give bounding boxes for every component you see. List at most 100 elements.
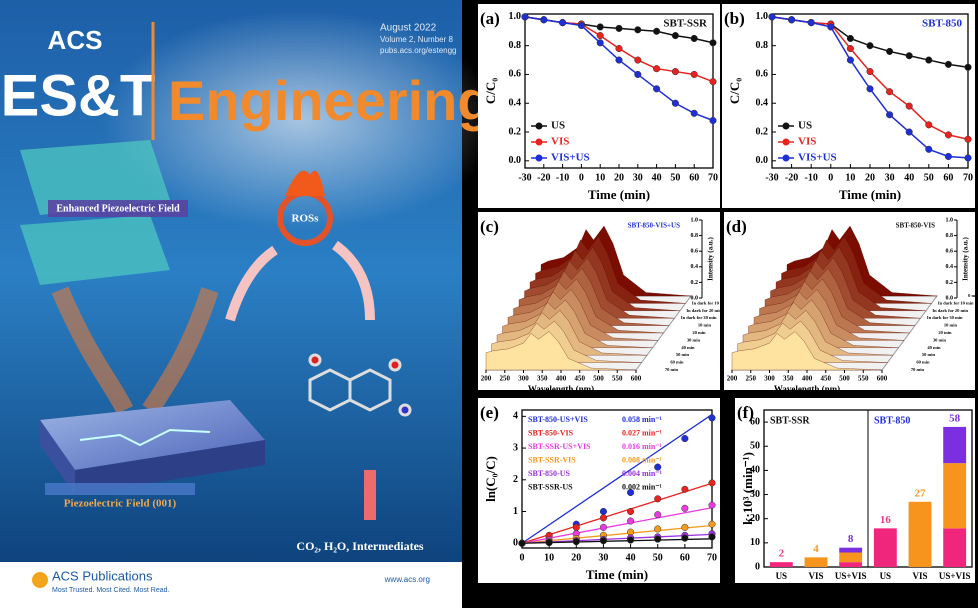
piezo-slab-top [40, 400, 265, 470]
data-point [708, 479, 716, 487]
trace-label: 70 min [665, 367, 679, 372]
fit-line [521, 507, 713, 544]
trace-label: In dark for 30 min [681, 315, 717, 320]
fit-line [521, 482, 713, 544]
data-point [627, 507, 635, 516]
trace-label: 20 min [692, 330, 706, 335]
bar-value-label: 16 [880, 514, 892, 526]
data-point [634, 26, 642, 34]
x-tick-label: -20 [785, 172, 798, 183]
legend-rate: 0.004 min⁻¹ [622, 469, 663, 478]
data-point [671, 32, 679, 40]
y-tick-label: 50 [750, 441, 760, 452]
x-tick-label: 500 [593, 375, 604, 383]
data-point [690, 109, 698, 117]
legend-rate: 0.027 min⁻¹ [622, 428, 663, 437]
data-point [627, 488, 635, 497]
x-tick-label: 70 [707, 552, 717, 563]
ros-label: ROSs [292, 213, 320, 225]
x-tick-label: 50 [653, 552, 663, 563]
x-tick-label: 20 [865, 172, 875, 183]
y-axis-label: k·10³ (min⁻¹) [740, 452, 755, 525]
trace-label: 10 min [944, 323, 958, 328]
legend-label: VIS [798, 136, 816, 148]
bar-segment [769, 562, 793, 567]
z-tick-label: 1.0 [691, 217, 699, 223]
issue-volume: Volume 2, Number 8 [380, 35, 453, 44]
legend-name: SBT-SSR-VIS [528, 455, 576, 464]
x-axis-label: Time (min) [586, 567, 648, 582]
data-point [944, 60, 952, 68]
z-tick-label: 0.8 [946, 233, 954, 239]
x-tick-label: US+VIS [835, 571, 867, 581]
data-point [708, 520, 716, 528]
data-point [925, 121, 933, 129]
fit-line [521, 538, 713, 544]
bar-segment [839, 562, 863, 567]
x-tick-label: 60 [689, 172, 699, 183]
x-tick-label: 50 [924, 172, 934, 183]
data-point [545, 539, 553, 547]
y-tick-label: 60 [750, 416, 760, 427]
data-point [886, 88, 894, 96]
x-tick-label: -30 [765, 172, 778, 183]
data-point [944, 131, 952, 139]
data-point [681, 534, 689, 542]
trace-label: 10 min [698, 323, 712, 328]
x-tick-label: 70 [708, 172, 718, 183]
legend-name: SBT-850-VIS [528, 428, 574, 437]
z-tick-label: 0.4 [946, 264, 954, 270]
data-point [866, 85, 874, 93]
issue-date: August 2022 [380, 23, 437, 34]
legend-marker [782, 154, 790, 162]
trace-label: In dark for 10 min [938, 300, 974, 305]
x-tick-label: 20 [614, 172, 624, 183]
x-tick-label: 350 [537, 375, 548, 383]
x-tick-label: 0 [520, 552, 525, 563]
y-tick-label: 0.2 [509, 126, 522, 137]
y-tick-label: 40 [750, 465, 760, 476]
data-point [653, 85, 661, 93]
z-tick-label: 0.4 [691, 264, 699, 270]
x-tick-label: -10 [805, 172, 818, 183]
bar-segment [943, 528, 967, 567]
legend-label: VIS+US [551, 152, 590, 164]
x-tick-label: US [880, 571, 892, 581]
trace-label: 30 min [687, 337, 701, 342]
data-point [846, 44, 854, 53]
x-tick-label: 60 [680, 552, 690, 563]
data-point [518, 539, 526, 547]
legend-name: SBT-850-US [528, 469, 570, 478]
x-tick-label: 300 [518, 375, 529, 383]
x-tick-label: 600 [631, 375, 642, 383]
x-tick-label: 20 [571, 552, 581, 563]
y-tick-label: 0.2 [756, 126, 769, 137]
data-point [709, 78, 717, 86]
data-point [768, 13, 776, 21]
data-point [807, 19, 815, 27]
data-point [866, 42, 874, 50]
trace-label: 0 min [968, 293, 978, 298]
y-tick-label: 0.0 [509, 155, 522, 166]
fit-line [521, 413, 713, 544]
group-label: SBT-850 [874, 415, 910, 426]
legend-marker [535, 122, 543, 130]
data-point [690, 70, 698, 78]
y-tick-label: 1.0 [509, 11, 522, 22]
bar-segment [908, 501, 932, 567]
x-tick-label: 0 [828, 172, 833, 183]
x-tick-label: 250 [746, 375, 757, 383]
panel-label: (e) [480, 403, 499, 422]
acs-text: ACS [48, 25, 103, 55]
data-point [615, 56, 623, 64]
data-point [615, 44, 623, 53]
legend-rate: 0.002 min⁻¹ [622, 482, 663, 491]
z-tick-label: 0.2 [691, 280, 699, 286]
x-tick-label: 250 [500, 375, 511, 383]
trace-label: In dark for 10 min [692, 300, 728, 305]
z-tick-label: 0.6 [691, 249, 699, 255]
site: www.acs.org [384, 575, 430, 584]
x-tick-label: 400 [802, 375, 813, 383]
